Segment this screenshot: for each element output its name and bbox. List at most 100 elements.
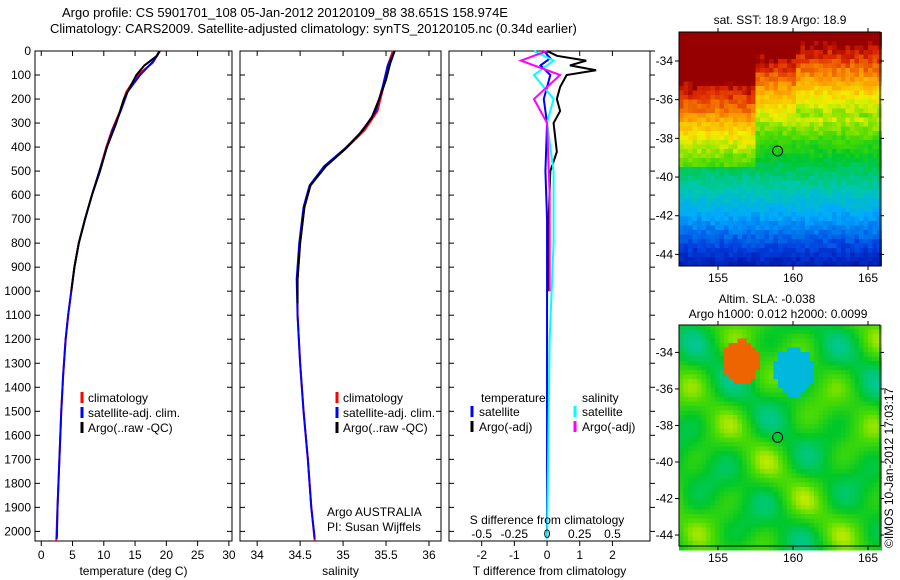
map-cell	[719, 446, 725, 452]
map-cell	[773, 171, 779, 177]
map-cell	[778, 442, 783, 447]
map-cell	[872, 424, 878, 429]
map-cell	[688, 144, 693, 150]
map-cell	[832, 442, 837, 447]
map-cell	[692, 104, 698, 109]
map-cell	[742, 446, 747, 452]
map-cell	[769, 252, 774, 258]
map-cell	[710, 536, 716, 542]
map-cell	[701, 541, 707, 546]
map-cell	[863, 442, 869, 447]
map-cell	[706, 261, 711, 267]
map-cell	[800, 131, 806, 136]
map-cell	[697, 95, 702, 100]
map-cell	[782, 442, 788, 447]
map-cell	[823, 361, 828, 366]
map-cell	[769, 469, 774, 474]
map-cell	[796, 68, 801, 73]
map-cell	[751, 541, 756, 546]
map-cell	[850, 171, 855, 177]
map-cell	[692, 252, 698, 258]
map-cell	[728, 401, 734, 407]
map-cell	[773, 334, 779, 339]
map-cell	[737, 541, 743, 546]
map-cell	[710, 72, 716, 78]
map-cell	[706, 198, 711, 204]
map-cell	[706, 86, 711, 91]
map-cell	[791, 216, 797, 222]
map-cell	[773, 500, 779, 506]
map-cell	[719, 419, 725, 425]
map-cell	[863, 45, 869, 51]
map-cell	[827, 86, 833, 91]
map-cell	[679, 99, 684, 105]
map-cell	[755, 505, 761, 510]
map-cell	[823, 379, 828, 384]
map-cell	[679, 32, 684, 37]
map-cell	[850, 45, 855, 51]
map-cell	[832, 68, 837, 73]
map-cell	[818, 131, 824, 136]
map-cell	[859, 131, 864, 136]
map-cell	[733, 352, 738, 357]
map-cell	[733, 478, 738, 483]
map-cell	[742, 63, 747, 69]
map-cell	[733, 329, 738, 335]
map-cell	[863, 126, 869, 132]
map-cell	[800, 59, 806, 64]
map-cell	[769, 198, 774, 204]
map-cell	[827, 541, 833, 546]
map-cell	[814, 126, 819, 132]
map-cell	[760, 365, 765, 371]
map-cell	[827, 225, 833, 231]
map-cell	[764, 212, 770, 217]
map-cell	[800, 77, 806, 82]
map-cell	[688, 68, 693, 73]
map-cell	[832, 41, 837, 46]
map-cell	[800, 419, 806, 425]
map-cell	[778, 334, 783, 339]
map-cell	[751, 532, 756, 537]
map-cell	[859, 95, 864, 100]
map-cell	[760, 464, 765, 470]
map-cell	[796, 370, 801, 375]
map-cell	[764, 198, 770, 204]
figure-subtitle: Climatology: CARS2009. Satellite-adjuste…	[50, 21, 577, 36]
map-cell	[679, 221, 684, 226]
map-cell	[782, 32, 788, 37]
map-cell	[769, 541, 774, 546]
map-cell	[742, 230, 747, 235]
map-cell	[791, 518, 797, 524]
map-cell	[863, 68, 869, 73]
map-cell	[697, 77, 702, 82]
map-cell	[787, 257, 792, 262]
map-cell	[719, 77, 725, 82]
map-cell	[679, 415, 684, 420]
map-cell	[688, 171, 693, 177]
map-cell	[701, 464, 707, 470]
map-cell	[800, 162, 806, 168]
map-cell	[836, 464, 842, 470]
map-cell	[679, 455, 684, 461]
lat-tick-label: -42	[656, 492, 674, 506]
map-cell	[733, 59, 738, 64]
map-cell	[796, 325, 801, 330]
map-cell	[823, 469, 828, 474]
map-cell	[773, 185, 779, 190]
map-cell	[823, 86, 828, 91]
lat-tick-label: -44	[656, 528, 674, 542]
map-cell	[742, 117, 747, 123]
map-cell	[841, 261, 846, 267]
map-cell	[760, 234, 765, 240]
map-cell	[791, 36, 797, 42]
map-cell	[796, 221, 801, 226]
map-cell	[715, 243, 720, 249]
map-cell	[728, 41, 734, 46]
map-cell	[706, 536, 711, 542]
map-cell	[868, 496, 873, 501]
map-cell	[719, 72, 725, 78]
map-cell	[872, 410, 878, 416]
map-cell	[697, 365, 702, 371]
map-cell	[836, 203, 842, 208]
map-cell	[805, 464, 810, 470]
